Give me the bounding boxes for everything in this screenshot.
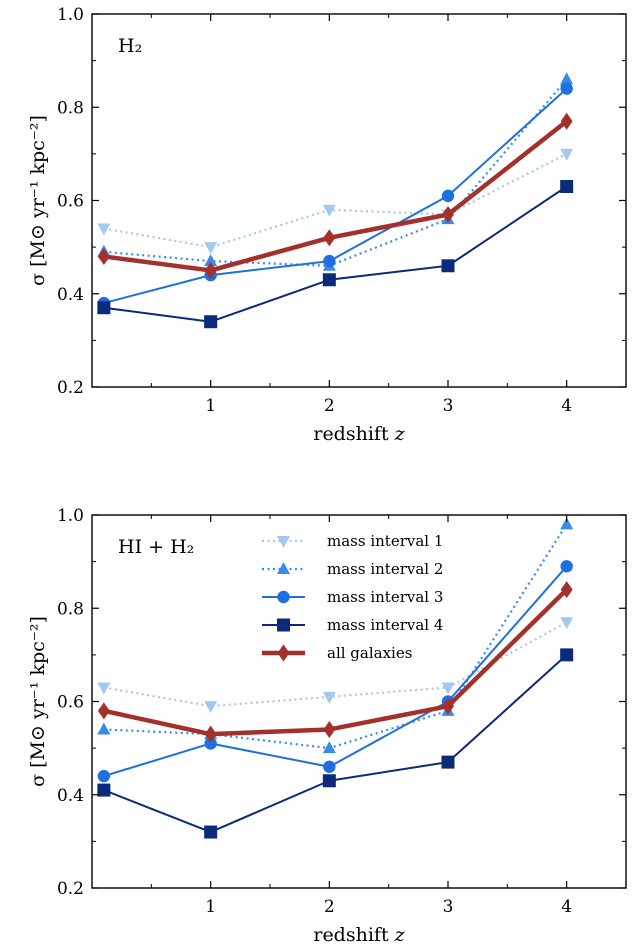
data-point — [560, 581, 573, 599]
data-point — [97, 702, 110, 720]
series-line-5 — [103, 119, 569, 273]
y-tick-label: 0.6 — [57, 693, 84, 713]
data-point — [204, 825, 218, 839]
data-point — [560, 82, 573, 95]
y-axis-label: σ [M⊙ yr⁻¹ kpc⁻²] — [27, 616, 49, 787]
data-point — [323, 760, 336, 773]
panel-1: 0.2 0.4 0.6 0.8 1.0 1 2 3 4 redshift z σ [M⊙ yr⁻¹ … — [27, 5, 627, 445]
y-tick-label: 1.0 — [57, 5, 84, 25]
legend: mass interval 1 mass interval 2 mass inter… — [262, 532, 443, 662]
legend-marker — [277, 644, 290, 662]
data-point — [560, 617, 574, 630]
legend-label: mass interval 2 — [327, 560, 443, 578]
data-point — [322, 204, 336, 217]
data-point — [322, 273, 336, 287]
data-point — [97, 301, 111, 315]
data-point — [97, 247, 110, 265]
x-tick-label: 4 — [561, 396, 572, 416]
data-point — [322, 691, 336, 704]
data-point — [442, 205, 454, 223]
data-point — [97, 682, 111, 695]
data-point — [204, 737, 217, 750]
y-tick-label: 0.6 — [57, 192, 84, 212]
data-point — [560, 517, 574, 530]
data-point — [441, 259, 455, 273]
data-point — [560, 180, 574, 194]
data-point — [441, 682, 455, 695]
x-axis-label: redshift z — [313, 423, 405, 445]
legend-label: mass interval 4 — [327, 616, 443, 634]
x-tick-label: 4 — [561, 897, 572, 917]
data-point — [204, 242, 218, 255]
legend-marker — [277, 562, 290, 574]
data-point — [441, 189, 455, 203]
data-point — [97, 769, 111, 783]
legend-marker — [277, 536, 290, 548]
y-tick-label: 1.0 — [57, 506, 84, 526]
x-tick-label: 3 — [443, 897, 454, 917]
data-point — [204, 254, 218, 267]
legend-label: mass interval 1 — [327, 532, 443, 550]
y-tick-label: 0.2 — [57, 879, 84, 899]
data-point — [560, 648, 574, 662]
data-point — [560, 112, 573, 130]
x-tick-label: 1 — [205, 396, 216, 416]
series-line-3 — [103, 87, 568, 305]
data-point — [97, 783, 111, 797]
data-point — [204, 315, 218, 329]
x-axis-label: redshift z — [313, 924, 405, 946]
panel-2: 0.2 0.4 0.6 0.8 1.0 1 2 3 4 redshift z σ [M⊙ yr⁻¹ … — [27, 506, 627, 946]
data-point — [322, 741, 336, 754]
x-tick-label: 3 — [443, 396, 454, 416]
x-tick-label: 1 — [205, 897, 216, 917]
legend-marker — [277, 590, 290, 604]
series-line-4 — [103, 185, 568, 323]
data-point — [323, 720, 336, 738]
data-point — [97, 722, 111, 735]
y-tick-label: 0.2 — [57, 378, 84, 398]
x-tick-label: 2 — [324, 897, 335, 917]
y-tick-label: 0.8 — [57, 599, 84, 619]
data-point — [442, 697, 454, 715]
panel-label: HI + H₂ — [118, 536, 194, 558]
x-tick-label: 2 — [324, 396, 335, 416]
series-line-4 — [103, 654, 568, 834]
data-point — [560, 148, 574, 161]
y-tick-label: 0.4 — [57, 285, 84, 305]
y-tick-label: 0.4 — [57, 786, 84, 806]
data-point — [204, 725, 217, 743]
legend-marker — [277, 618, 290, 632]
y-axis-label: σ [M⊙ yr⁻¹ kpc⁻²] — [27, 115, 49, 286]
data-point — [204, 701, 218, 714]
data-point — [322, 774, 336, 788]
y-tick-label: 0.8 — [57, 98, 84, 118]
data-point — [97, 223, 111, 236]
legend-label: all galaxies — [327, 644, 412, 662]
legend-label: mass interval 3 — [327, 588, 443, 606]
data-point — [323, 254, 336, 268]
data-point — [323, 229, 336, 247]
data-point — [441, 755, 455, 769]
panel-label: H₂ — [118, 35, 142, 57]
data-point — [560, 560, 573, 573]
data-point — [560, 72, 574, 85]
data-point — [204, 261, 217, 279]
